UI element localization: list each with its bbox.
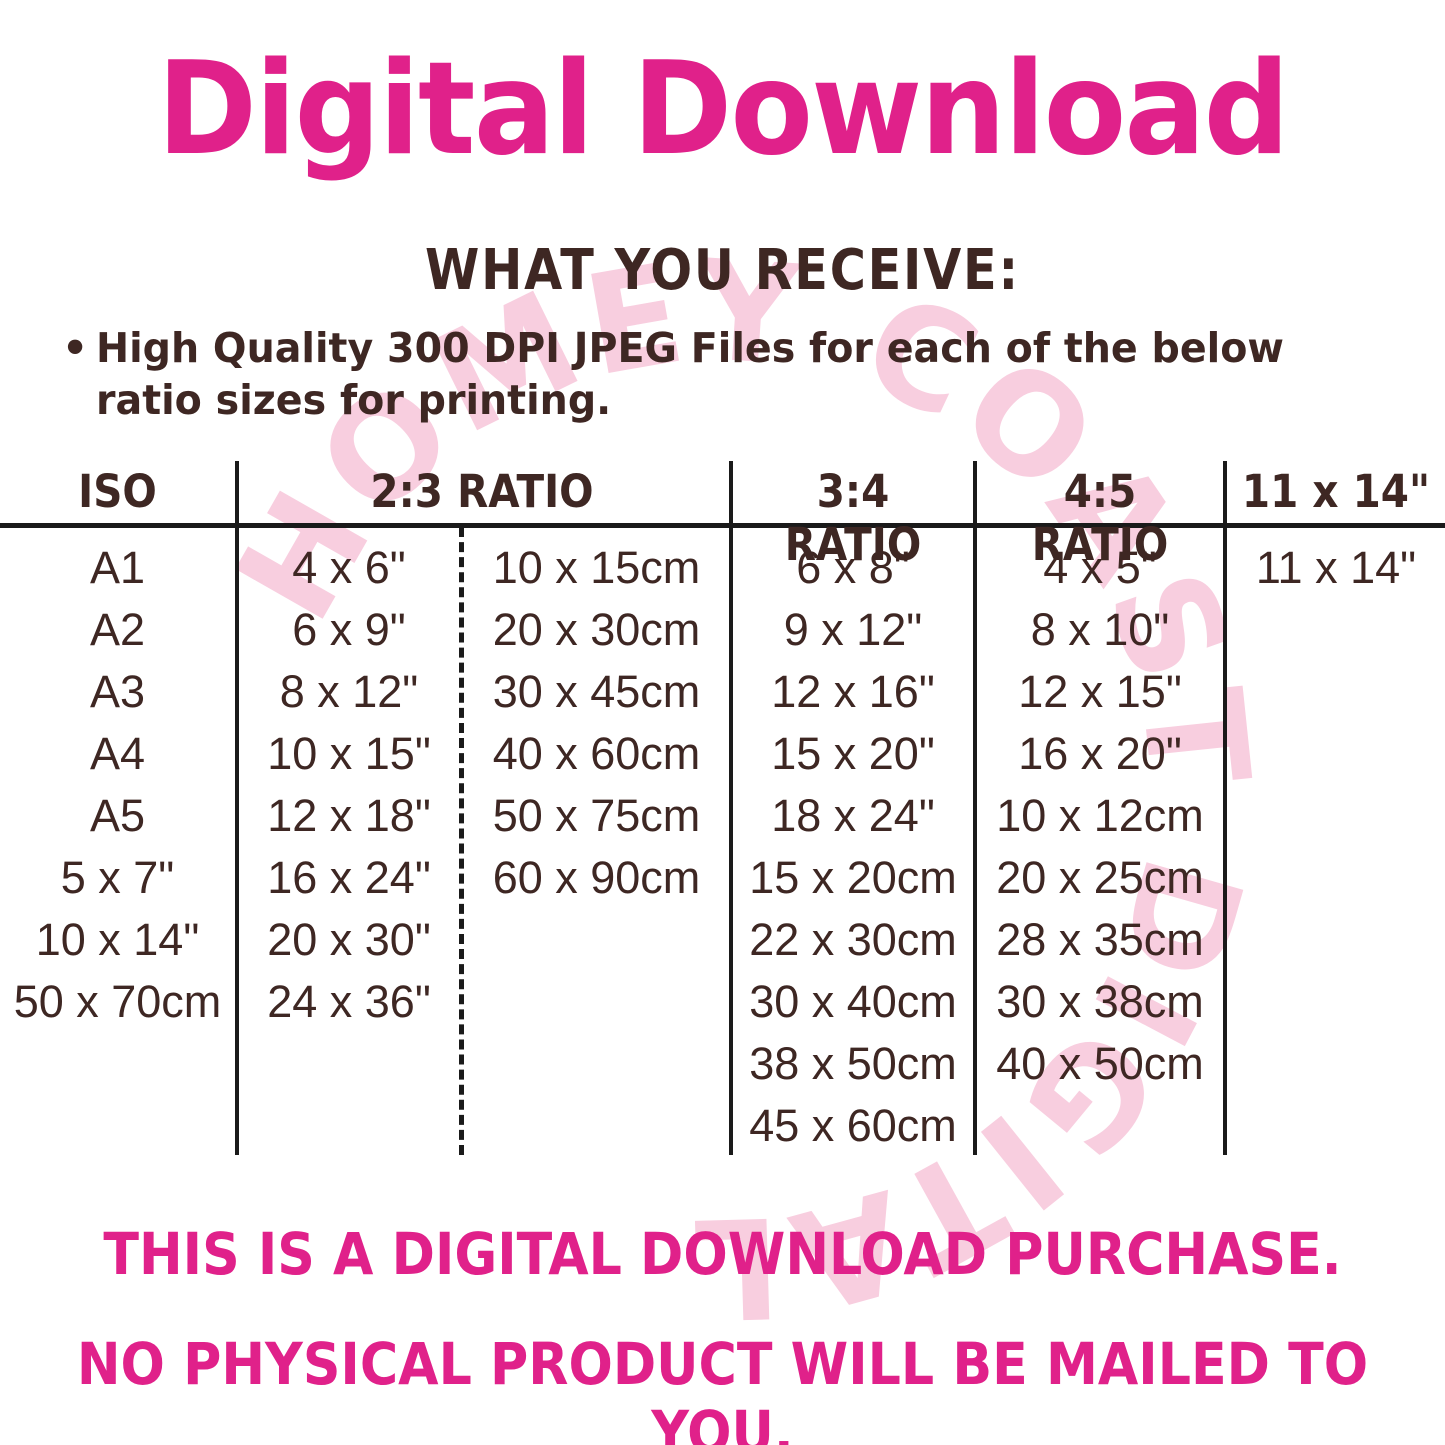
table-divider-3-4 [729,461,733,1155]
table-cell: 9 x 12" [783,604,923,655]
table-cell: A1 [89,542,146,593]
footer-no-physical-product-notice: NO PHYSICAL PRODUCT WILL BE MAILED TO YO… [76,1330,1369,1445]
table-cell: 10 x 15" [267,728,431,779]
column-11x14: 11 x 14" [1227,537,1445,599]
list-item: • High Quality 300 DPI JPEG Files for ea… [62,322,1422,427]
bullet-dot-icon: • [62,324,89,372]
table-cell: A3 [89,666,146,717]
table-divider-iso [235,461,239,1155]
footer-digital-purchase-notice: THIS IS A DIGITAL DOWNLOAD PURCHASE. [103,1220,1342,1288]
table-cell: 15 x 20" [771,728,935,779]
table-cell: 10 x 12cm [996,790,1204,841]
table-cell: 6 x 9" [292,604,406,655]
column-header-2-3-ratio: 2:3 RATIO [370,465,594,518]
receive-bullet-list: • High Quality 300 DPI JPEG Files for ea… [62,322,1422,427]
column-2-3-inches: 4 x 6" 6 x 9" 8 x 12" 10 x 15" 12 x 18" 16 x … [238,537,460,1033]
table-cell: 20 x 25cm [996,852,1204,903]
column-4-5-ratio: 4 x 5" 8 x 10" 12 x 15" 16 x 20" 10 x 12cm 20… [977,537,1223,1095]
table-cell: A2 [89,604,146,655]
table-cell: 28 x 35cm [996,914,1204,965]
table-cell: 30 x 40cm [749,976,957,1027]
table-cell: 30 x 38cm [996,976,1204,1027]
column-header-4-5-ratio: 4:5 RATIO [1031,465,1169,571]
table-cell: 45 x 60cm [749,1100,957,1151]
table-cell: 38 x 50cm [749,1038,957,1089]
table-cell: 10 x 15cm [492,542,701,593]
print-size-table: ISO 2:3 RATIO 3:4 RATIO 4:5 RATIO 11 x 1… [0,455,1445,1165]
table-cell: 20 x 30" [267,914,431,965]
table-cell: 5 x 7" [60,852,175,903]
table-cell: 10 x 14" [35,914,200,965]
table-header-rule [0,523,1445,528]
table-cell: 16 x 20" [1018,728,1182,779]
column-iso: A1 A2 A3 A4 A5 5 x 7" 10 x 14" 50 x 70cm [0,537,235,1033]
table-cell: 4 x 6" [292,542,406,593]
table-cell: 4 x 5" [1043,542,1157,593]
section-heading-what-you-receive: WHAT YOU RECEIVE: [425,238,1020,303]
table-cell: A4 [89,728,146,779]
table-cell: A5 [89,790,146,841]
table-cell: 50 x 70cm [13,976,222,1027]
table-divider-4-5 [973,461,977,1155]
page-title: Digital Download [157,35,1290,184]
table-cell: 22 x 30cm [749,914,957,965]
table-cell: 20 x 30cm [492,604,701,655]
table-cell: 11 x 14" [1255,542,1417,593]
column-header-3-4-ratio: 3:4 RATIO [784,465,922,571]
column-header-iso: ISO [78,465,157,518]
table-cell: 12 x 15" [1018,666,1182,717]
column-3-4-ratio: 6 x 8" 9 x 12" 12 x 16" 15 x 20" 18 x 24" 15 … [733,537,973,1157]
table-cell: 40 x 60cm [492,728,701,779]
table-cell: 40 x 50cm [996,1038,1204,1089]
table-divider-dashed-2-3 [459,527,464,1155]
table-cell: 18 x 24" [771,790,935,841]
table-cell: 12 x 16" [771,666,935,717]
table-cell: 8 x 10" [1030,604,1170,655]
table-cell: 8 x 12" [279,666,419,717]
list-item-label: High Quality 300 DPI JPEG Files for each… [96,324,1284,425]
table-cell: 6 x 8" [796,542,910,593]
column-2-3-centimeters: 10 x 15cm 20 x 30cm 30 x 45cm 40 x 60cm 50 x… [464,537,729,909]
column-header-11x14: 11 x 14" [1241,465,1431,518]
table-cell: 12 x 18" [267,790,431,841]
table-cell: 15 x 20cm [749,852,957,903]
table-cell: 50 x 75cm [492,790,701,841]
table-cell: 16 x 24" [267,852,431,903]
table-divider-11x14 [1223,461,1227,1155]
table-cell: 60 x 90cm [492,852,701,903]
table-cell: 30 x 45cm [492,666,701,717]
table-cell: 24 x 36" [267,976,431,1027]
